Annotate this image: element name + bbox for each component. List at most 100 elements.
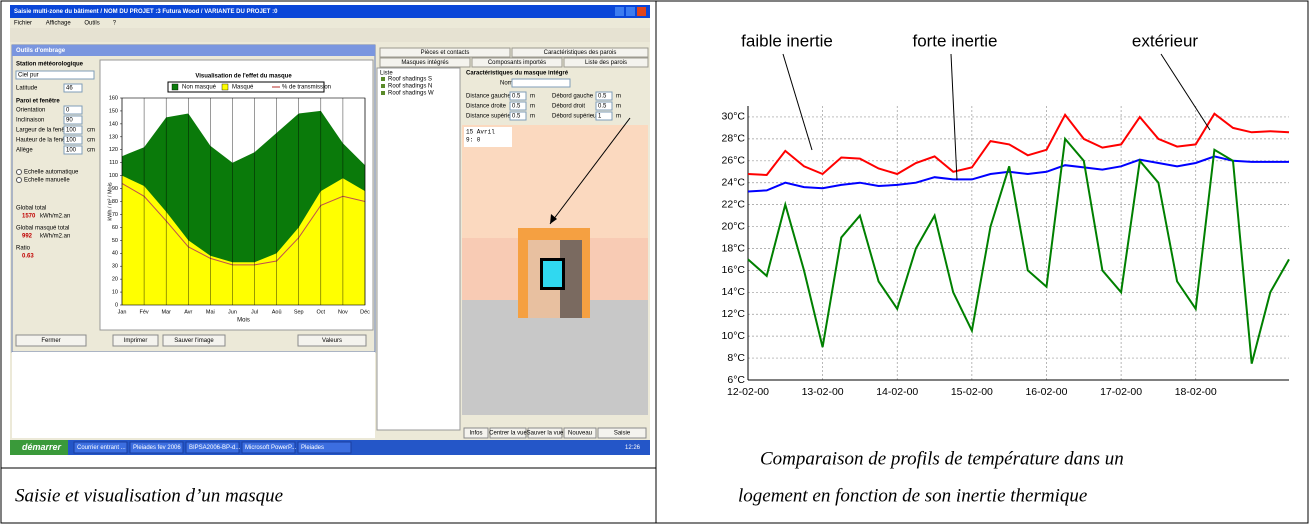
field-value[interactable]: 100 <box>66 128 77 134</box>
field-value[interactable]: 0.5 <box>598 94 607 100</box>
max-button[interactable] <box>626 7 635 16</box>
list-item[interactable]: Roof shadings S <box>388 77 432 83</box>
list-icon[interactable] <box>381 84 385 88</box>
view-button-box[interactable] <box>563 427 597 439</box>
field-label: Orientation <box>16 108 45 114</box>
tab-label[interactable]: Composants importés <box>488 60 546 66</box>
field-value[interactable]: 0.5 <box>598 104 607 110</box>
view-button[interactable]: Nouveau <box>568 431 592 437</box>
button-box[interactable] <box>112 334 159 347</box>
menu-item[interactable]: Affichage <box>46 21 72 27</box>
caption-left: Saisie et visualisation d’un masque <box>15 485 283 506</box>
task-label[interactable]: Courrier entrant ... <box>77 445 126 451</box>
view-button[interactable]: Centrer la vue <box>489 431 527 437</box>
field-label: Hauteur de la fenêtre <box>16 138 73 144</box>
list-icon[interactable] <box>381 77 385 81</box>
task-label[interactable]: Pleiades <box>301 445 324 451</box>
view-button[interactable]: Sauver la vue <box>527 431 564 437</box>
view-button[interactable]: Saisie <box>614 431 631 437</box>
series-area <box>122 175 365 305</box>
button-box[interactable] <box>297 334 367 347</box>
y-tick-label: 0 <box>115 302 118 308</box>
task-label[interactable]: BIPSA2006-BP-d... <box>189 445 241 451</box>
view-button-box[interactable] <box>527 427 563 439</box>
y-tick-label: 70 <box>112 212 118 218</box>
field-value[interactable]: 1 <box>598 114 602 120</box>
button[interactable]: Sauver l'image <box>174 338 214 344</box>
field-value[interactable]: 100 <box>66 138 77 144</box>
field-value[interactable]: 0 <box>66 108 70 114</box>
field-input[interactable] <box>63 83 83 93</box>
task-item[interactable] <box>241 441 296 454</box>
tab[interactable] <box>471 57 563 68</box>
view-button[interactable]: Infos <box>469 431 482 437</box>
task-item[interactable] <box>185 441 240 454</box>
tab-label[interactable]: Liste des parois <box>585 60 627 66</box>
station-select[interactable] <box>15 70 95 80</box>
legend-label: Non masqué <box>182 85 217 91</box>
field-input[interactable] <box>63 135 83 145</box>
x-tick-label: 12-02-00 <box>727 386 769 398</box>
station[interactable]: Ciel pur <box>18 73 39 79</box>
x-tick-label: 18-02-00 <box>1175 386 1217 398</box>
menu-item[interactable]: Fichier <box>14 21 32 27</box>
field-input[interactable] <box>511 78 571 88</box>
field-input[interactable] <box>63 115 83 125</box>
tab[interactable] <box>379 47 511 58</box>
task-item[interactable] <box>297 441 352 454</box>
start-button[interactable] <box>10 440 68 455</box>
field-input[interactable] <box>63 145 83 155</box>
button-box[interactable] <box>15 334 87 347</box>
tab[interactable] <box>563 57 649 68</box>
field-unit: cm <box>87 128 95 134</box>
field-input[interactable] <box>63 125 83 135</box>
radio-label[interactable]: Echelle manuelle <box>24 178 70 184</box>
y-tick-label: 120 <box>109 147 118 153</box>
field-value[interactable]: 46 <box>66 86 73 92</box>
field-value[interactable]: 0.5 <box>512 104 521 110</box>
field-input[interactable] <box>63 105 83 115</box>
task-label[interactable]: Pleiades fev 2006 <box>133 445 181 451</box>
view-button-box[interactable] <box>463 427 489 439</box>
button[interactable]: Fermer <box>41 338 60 344</box>
field-input[interactable] <box>595 101 613 111</box>
list-item[interactable]: Roof shadings N <box>388 84 432 90</box>
task-item[interactable] <box>73 441 128 454</box>
field-value[interactable]: 90 <box>66 118 73 124</box>
button[interactable]: Imprimer <box>124 338 148 344</box>
radio-label[interactable]: Echelle automatique <box>24 170 79 176</box>
legend-label: % de transmission <box>282 85 331 91</box>
tab[interactable] <box>511 47 649 58</box>
tab-label[interactable]: Caractéristiques des parois <box>544 50 617 56</box>
field-value[interactable]: 0.5 <box>512 114 521 120</box>
field-input[interactable] <box>509 111 527 121</box>
field-input[interactable] <box>595 91 613 101</box>
view-button-box[interactable] <box>597 427 647 439</box>
radio[interactable] <box>16 177 22 183</box>
list-icon[interactable] <box>381 91 385 95</box>
field-input[interactable] <box>595 111 613 121</box>
caption-right-2: logement en fonction de son inertie ther… <box>738 485 1087 506</box>
field-value[interactable]: 100 <box>66 148 77 154</box>
field-input[interactable] <box>509 101 527 111</box>
min-button[interactable] <box>615 7 624 16</box>
list-item[interactable]: Roof shadings W <box>388 91 434 97</box>
menu-item[interactable]: Outils <box>84 21 99 27</box>
start-label[interactable]: démarrer <box>22 442 62 452</box>
button[interactable]: Valeurs <box>322 338 342 344</box>
x-tick-label: Avr <box>184 309 192 315</box>
field-label: Débord droit <box>552 104 585 110</box>
task-item[interactable] <box>129 441 184 454</box>
menu-item[interactable]: ? <box>113 21 117 27</box>
tab-label[interactable]: Pièces et contacts <box>421 50 470 56</box>
button-box[interactable] <box>162 334 226 347</box>
field-input[interactable] <box>509 91 527 101</box>
tab-label[interactable]: Masques intégrés <box>401 60 448 66</box>
field-value[interactable]: 0.5 <box>512 94 521 100</box>
view-button-box[interactable] <box>489 427 527 439</box>
close-button[interactable] <box>637 7 646 16</box>
radio[interactable] <box>16 169 22 175</box>
tab[interactable] <box>379 57 471 68</box>
task-label[interactable]: Microsoft PowerP... <box>245 445 297 451</box>
